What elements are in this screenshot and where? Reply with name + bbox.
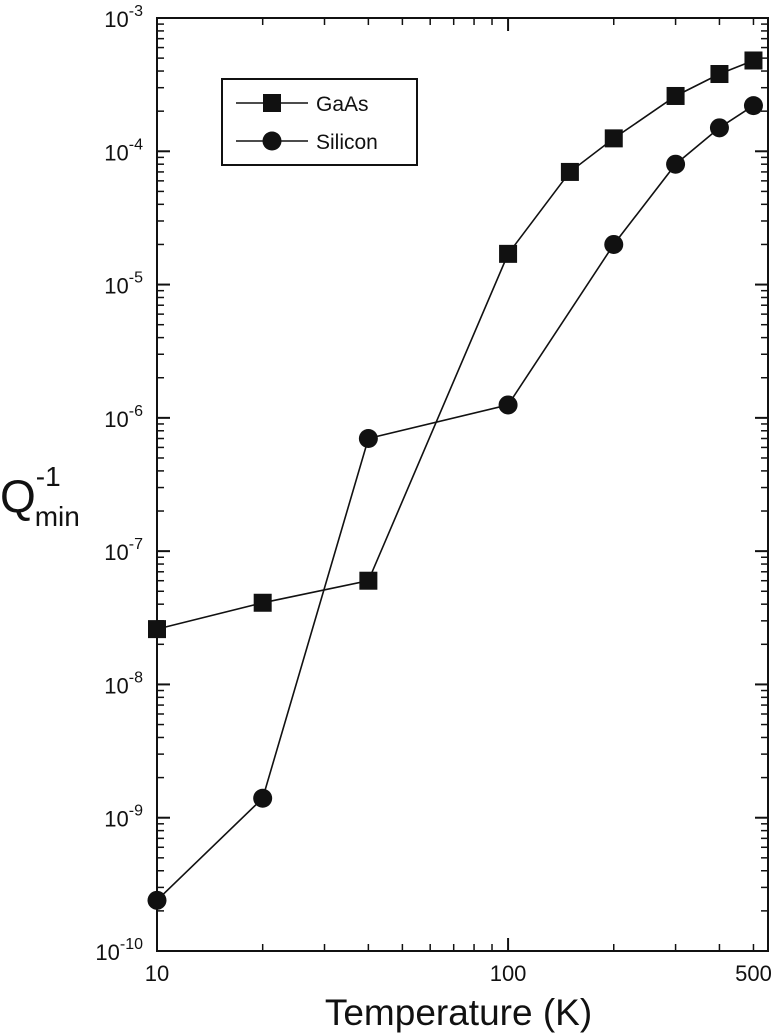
y-tick-label: 10-9 [104, 803, 143, 832]
y-tick-label-exponent: -6 [129, 403, 143, 420]
y-tick-label: 10-7 [104, 536, 143, 565]
x-tick-label: 10 [145, 961, 169, 986]
data-point [743, 96, 763, 116]
data-point [253, 788, 273, 808]
plot-frame [156, 17, 769, 952]
data-point [560, 162, 579, 181]
y-tick-label-exponent: -9 [129, 803, 143, 820]
data-point [358, 429, 378, 449]
y-tick-label-base: 10 [104, 673, 128, 698]
y-tick-label: 10-10 [95, 936, 143, 965]
y-tick-label-base: 10 [104, 407, 128, 432]
y-tick-label: 10-3 [104, 3, 143, 32]
x-tick-label: 100 [490, 961, 527, 986]
legend-entry-silicon: Silicon [236, 131, 378, 154]
y-tick-label-exponent: -7 [129, 536, 143, 553]
y-tick-label: 10-8 [104, 669, 143, 698]
y-tick-label-base: 10 [104, 274, 128, 299]
y-axis-title: Q-1 min [0, 461, 80, 532]
ticks-layer [156, 17, 768, 952]
data-point [359, 571, 378, 590]
y-tick-label: 10-4 [104, 136, 143, 165]
legend-marker-square [263, 94, 281, 112]
legend: GaAs Silicon [221, 78, 418, 166]
y-tick-label-exponent: -3 [129, 3, 143, 20]
y-tick-label-exponent: -4 [129, 136, 143, 153]
legend-marker-circle [262, 131, 282, 151]
data-point [253, 593, 272, 612]
data-point [744, 51, 763, 70]
legend-box [221, 78, 418, 166]
y-tick-label-exponent: -8 [129, 669, 143, 686]
data-point [709, 118, 729, 138]
y-tick-label-base: 10 [95, 940, 119, 965]
legend-label: GaAs [316, 93, 369, 116]
data-point [604, 129, 623, 148]
data-point [499, 244, 518, 263]
y-tick-label-base: 10 [104, 540, 128, 565]
y-tick-label: 10-5 [104, 270, 143, 299]
series-line [156, 104, 754, 901]
y-tick-label-base: 10 [104, 140, 128, 165]
x-axis-title: Temperature (K) [325, 992, 592, 1033]
legend-label: Silicon [316, 131, 378, 154]
series-layer [147, 51, 763, 910]
data-point [666, 86, 685, 105]
y-tick-label-exponent: -10 [120, 936, 143, 953]
y-axis-title-superscript: -1 [36, 461, 61, 492]
legend-entries: GaAs Silicon [236, 93, 378, 154]
series-silicon [147, 96, 763, 910]
data-point [498, 395, 518, 415]
y-tick-label-base: 10 [104, 7, 128, 32]
y-axis-title-base: Q [0, 470, 36, 522]
data-point [604, 234, 624, 254]
x-tick-label: 500 [735, 961, 772, 986]
y-axis-title-subscript: min [35, 501, 80, 532]
series-gaas [148, 51, 763, 639]
y-tick-label: 10-6 [104, 403, 143, 432]
legend-entry-gaas: GaAs [236, 93, 369, 116]
data-point [666, 154, 686, 174]
y-tick-label-exponent: -5 [129, 270, 143, 287]
y-tick-label-base: 10 [104, 807, 128, 832]
data-point [710, 65, 729, 84]
